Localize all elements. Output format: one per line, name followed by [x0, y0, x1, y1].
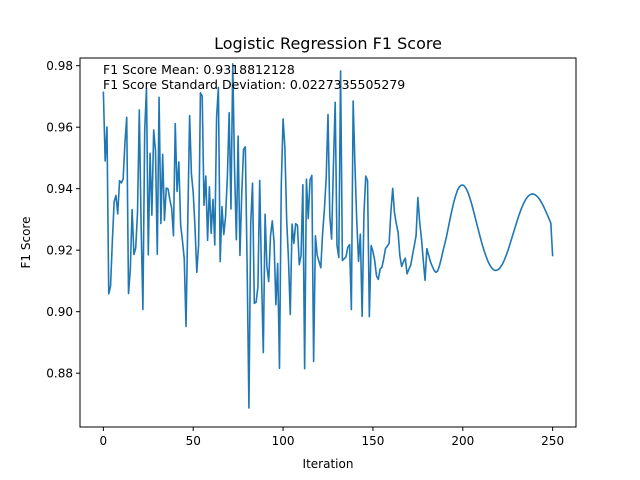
x-tick-label: 200 [451, 434, 474, 448]
series-line [102, 63, 554, 409]
y-tick-label: 0.90 [46, 305, 73, 319]
y-tick-label: 0.92 [46, 244, 73, 258]
y-axis-ticks: 0.88 0.90 0.92 0.94 0.96 0.98 [46, 59, 80, 381]
plot-area [80, 58, 576, 427]
x-tick-label: 150 [361, 434, 384, 448]
std-annotation: F1 Score Standard Deviation: 0.022733550… [103, 77, 405, 92]
chart-title: Logistic Regression F1 Score [214, 34, 442, 53]
x-tick-label: 100 [272, 434, 295, 448]
x-axis-label: Iteration [303, 457, 354, 471]
x-tick-label: 250 [541, 434, 564, 448]
series-layer [102, 63, 554, 409]
y-tick-label: 0.94 [46, 182, 73, 196]
x-axis-ticks: 0 50 100 150 200 250 [100, 427, 564, 448]
x-tick-label: 0 [100, 434, 108, 448]
x-tick-label: 50 [186, 434, 201, 448]
mean-annotation: F1 Score Mean: 0.9318812128 [103, 62, 295, 77]
axes-frame [79, 57, 577, 428]
y-axis-label: F1 Score [19, 217, 33, 269]
y-tick-label: 0.98 [46, 59, 73, 73]
y-tick-label: 0.88 [46, 367, 73, 381]
y-tick-label: 0.96 [46, 121, 73, 135]
